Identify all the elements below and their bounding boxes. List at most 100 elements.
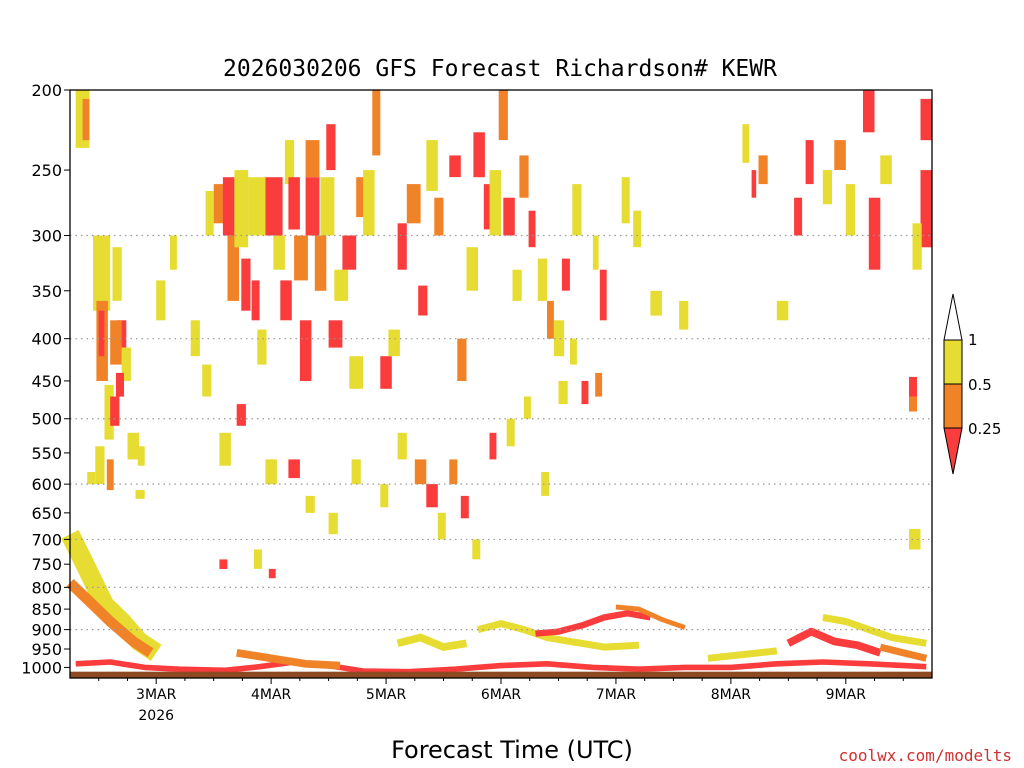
ri-cell-54	[466, 247, 478, 291]
ground-strip	[70, 671, 932, 678]
ri-cell-99	[265, 459, 277, 485]
y-tick-label-750: 750	[31, 555, 62, 574]
y-tick-label-850: 850	[31, 600, 62, 619]
ri-cell-73	[679, 300, 689, 330]
x-axis: 3MAR 2026 4MAR 5MAR 6MAR 7MAR 8MAR 9MAR	[98, 678, 904, 724]
ri-cell-53	[457, 338, 467, 381]
ri-band-1	[66, 579, 154, 658]
ri-cell-65	[553, 320, 565, 357]
ri-cell-56	[483, 184, 492, 230]
x-tick-label-7: 7MAR	[596, 687, 637, 703]
ri-cell-75	[751, 170, 757, 198]
ri-cell-104	[380, 484, 389, 508]
x-tick-label-9: 9MAR	[826, 687, 867, 703]
ri-cell-20	[227, 235, 239, 301]
ri-cell-94	[127, 432, 139, 460]
x-tick-label-6: 6MAR	[481, 687, 522, 703]
ri-band-3	[236, 648, 341, 670]
y-tick-label-450: 450	[31, 372, 62, 391]
x-tick-label-8: 8MAR	[711, 687, 752, 703]
ri-cell-22	[241, 258, 251, 311]
y-axis: 200 250 300 350 400 450 500 550 600 650 700 750 800 8…	[21, 81, 70, 677]
ri-cell-98	[236, 404, 246, 426]
ri-cell-93	[116, 372, 124, 397]
ri-band-11	[879, 643, 928, 662]
ri-cell-18	[213, 184, 226, 224]
ri-band-9	[786, 627, 882, 657]
ri-cell-31	[294, 235, 308, 281]
legend-label-1: 0.5	[968, 376, 992, 394]
ri-cell-120	[219, 559, 228, 569]
ri-cell-8	[87, 472, 96, 485]
ri-cell-55	[473, 132, 485, 178]
y-tick-label-500: 500	[31, 410, 62, 429]
ri-cell-116	[558, 380, 568, 405]
ri-cell-19	[222, 177, 235, 236]
ri-cell-102	[328, 512, 338, 535]
ri-cell-84	[868, 197, 881, 270]
ri-cell-79	[805, 140, 814, 185]
ri-cell-63	[537, 258, 547, 301]
legend-label-2: 0.25	[968, 420, 1001, 438]
ri-cell-100	[288, 459, 300, 479]
ri-cell-29	[284, 140, 295, 185]
ri-band-2	[75, 659, 927, 675]
ri-cell-122	[268, 568, 276, 579]
ri-cell-119	[595, 372, 603, 397]
ri-cell-110	[460, 495, 469, 519]
y-tick-label-550: 550	[31, 444, 62, 463]
ri-cell-52	[449, 155, 461, 178]
ri-cell-92	[110, 320, 122, 365]
ri-cell-13	[135, 490, 145, 499]
ri-cell-68	[592, 235, 599, 270]
ri-cell-71	[633, 210, 642, 248]
ri-cell-77	[776, 300, 789, 321]
ri-cell-82	[845, 184, 855, 236]
ri-cell-25	[257, 329, 267, 365]
legend-bin-over-1	[943, 293, 963, 341]
ri-cell-81	[834, 140, 846, 170]
ri-cell-58	[498, 90, 508, 141]
ri-cell-85	[880, 155, 892, 185]
ri-cell-117	[570, 338, 577, 365]
ri-cell-60	[512, 269, 522, 301]
ri-cell-83	[863, 90, 875, 133]
ri-cell-14	[137, 446, 145, 466]
y-tick-label-800: 800	[31, 578, 62, 597]
ri-cell-39	[334, 269, 349, 301]
ri-cell-113	[506, 418, 515, 447]
ri-cell-34	[305, 177, 320, 236]
ri-cell-37	[326, 124, 336, 171]
ri-cell-43	[363, 170, 375, 236]
ri-cell-6	[95, 446, 105, 485]
x-tick-label-4: 4MAR	[251, 687, 292, 703]
x-tick-label-3: 3MAR	[136, 687, 177, 703]
y-tick-label-650: 650	[31, 504, 62, 523]
ri-cell-38	[328, 320, 343, 348]
ri-cell-36	[320, 177, 335, 236]
ri-cell-76	[758, 155, 768, 185]
source-label: coolwx.com/modelts	[839, 746, 1012, 765]
ri-cell-35	[314, 235, 327, 291]
ri-cell-4	[98, 310, 105, 357]
ri-cell-112	[489, 432, 497, 460]
ri-cell-70	[621, 177, 630, 224]
ri-cell-49	[418, 285, 428, 316]
ri-cell-61	[519, 155, 529, 198]
ri-cell-24	[251, 280, 260, 321]
ri-band-5	[477, 620, 640, 651]
ri-cell-12	[121, 347, 131, 381]
ri-cell-86	[909, 376, 917, 397]
y-tick-label-350: 350	[31, 282, 62, 301]
ri-band-4	[396, 633, 468, 651]
ri-cell-26	[265, 177, 283, 236]
ri-cell-106	[414, 459, 427, 485]
ri-cell-91	[912, 223, 922, 270]
legend-bin-0-5-1	[943, 339, 963, 385]
legend-label-0: 1	[968, 331, 978, 349]
ri-cell-115	[541, 472, 550, 496]
ri-cell-40	[342, 235, 357, 270]
ri-cell-47	[397, 223, 407, 270]
ri-cell-28	[280, 280, 292, 321]
ri-cell-105	[397, 432, 407, 460]
